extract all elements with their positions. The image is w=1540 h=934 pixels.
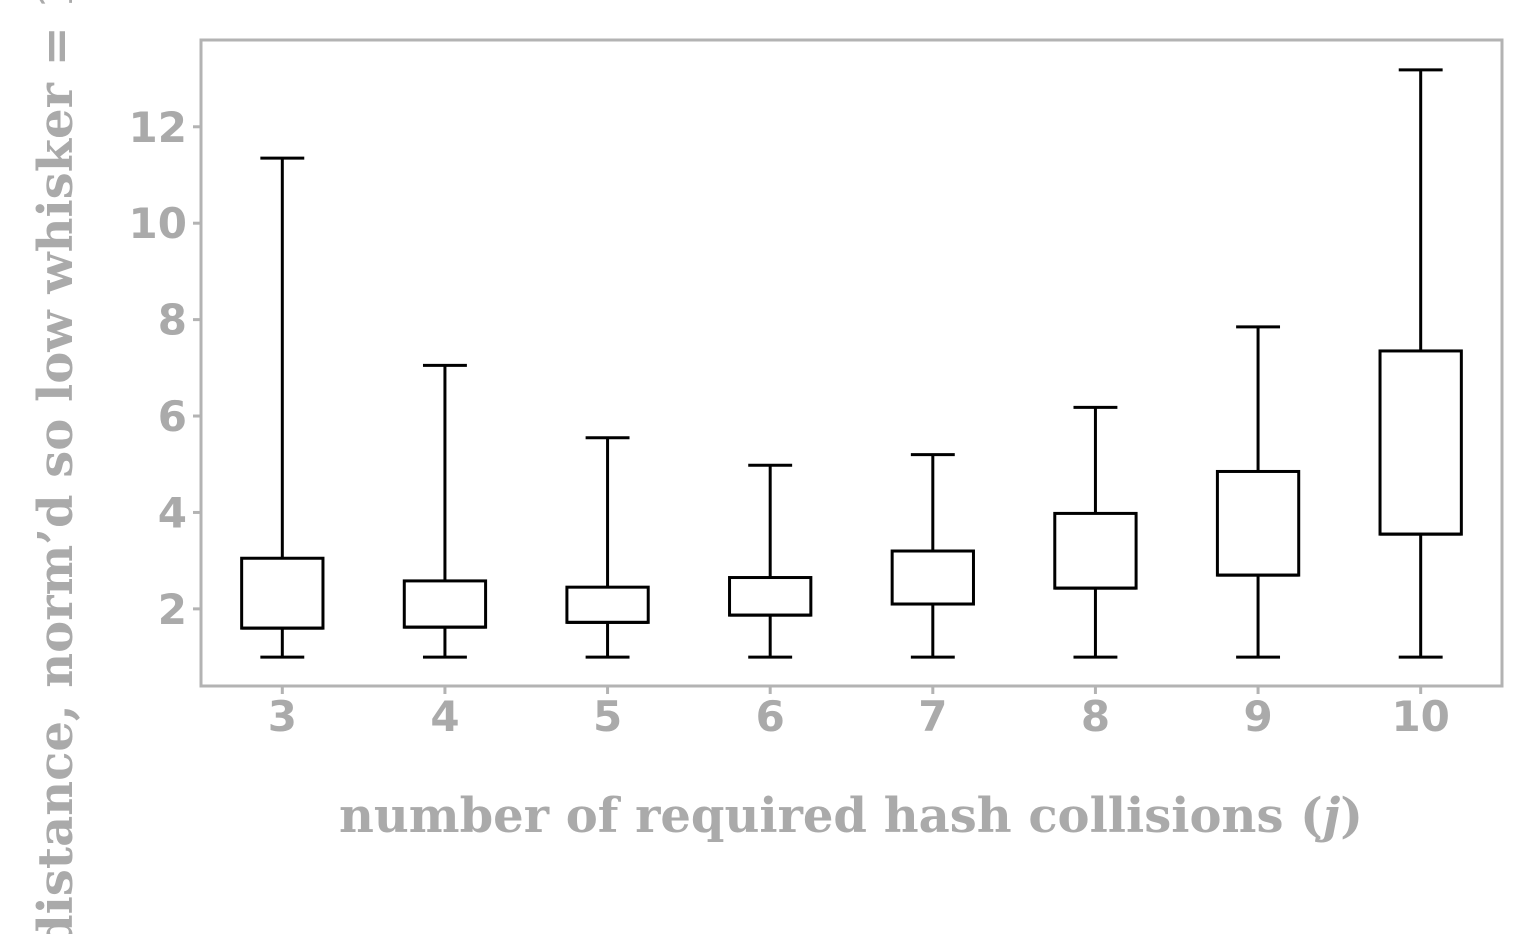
y-tick-label: 8: [158, 296, 187, 345]
y-tick-label: 2: [158, 585, 187, 634]
x-tick-label: 9: [1243, 692, 1272, 741]
iqr-box: [1378, 349, 1463, 536]
y-tick-label: 6: [158, 392, 187, 441]
x-tick-label: 5: [593, 692, 622, 741]
x-tick-label: 3: [268, 692, 297, 741]
y-tick-label: 4: [158, 488, 187, 537]
box-3: [240, 156, 325, 659]
x-axis-title: number of required hash collisions (j): [339, 788, 1363, 844]
box-9: [1215, 325, 1301, 659]
box-5: [565, 436, 650, 659]
iqr-box: [890, 549, 975, 606]
x-tick-label: 4: [430, 692, 459, 741]
x-tick-label: 10: [1391, 692, 1449, 741]
box-series: [240, 68, 1463, 659]
iqr-box: [1215, 469, 1301, 577]
iqr-box: [1053, 511, 1138, 590]
iqr-box: [240, 556, 325, 630]
iqr-box: [565, 585, 650, 624]
x-tick-label: 7: [918, 692, 947, 741]
box-6: [728, 463, 813, 659]
box-4: [402, 363, 488, 659]
y-axis-title: distance, norm’d so low whisker = 1: [28, 0, 84, 934]
y-tick-label: 12: [129, 103, 187, 152]
box-10: [1378, 68, 1463, 659]
plot-frame: [199, 38, 1504, 688]
y-axis: 2 4 6 8 10 12: [129, 103, 201, 634]
x-axis: 3 4 5 6 7 8 9 10: [268, 686, 1450, 741]
y-tick-label: 10: [129, 199, 187, 248]
iqr-box: [728, 576, 813, 617]
x-tick-label: 8: [1081, 692, 1110, 741]
iqr-box: [402, 579, 488, 629]
box-8: [1053, 405, 1138, 659]
x-tick-label: 6: [756, 692, 785, 741]
box-7: [890, 453, 975, 659]
